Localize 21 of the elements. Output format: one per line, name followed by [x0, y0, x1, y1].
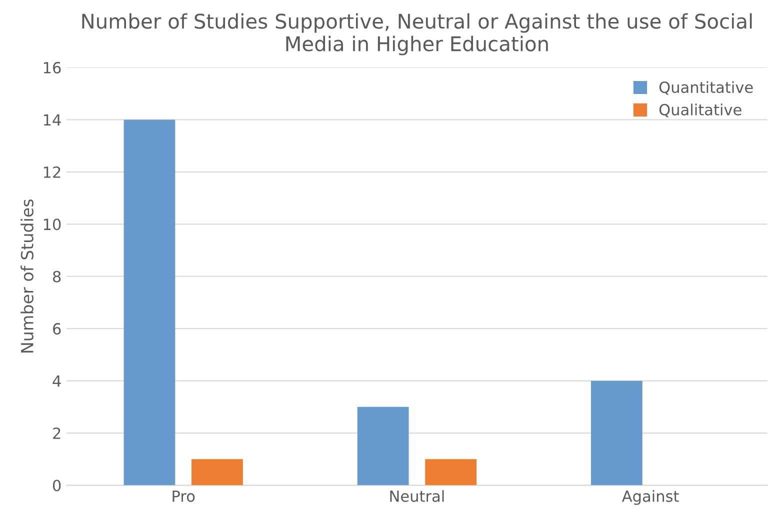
- x-tick-label: Neutral: [390, 490, 444, 502]
- y-tick-label: 8: [53, 270, 61, 282]
- x-tick-label: Against: [622, 490, 679, 505]
- y-tick-label: 2: [53, 428, 60, 439]
- chart-title: Number of Studies Supportive, Neutral or Against the use of Social Media in Higher Education: [82, 13, 752, 56]
- y-tick-label: 6: [53, 323, 61, 335]
- y-tick-label: 14: [44, 114, 61, 126]
- y-tick-label: 0: [52, 480, 61, 492]
- y-tick-label: 10: [44, 218, 61, 230]
- y-tick-label: 12: [44, 166, 60, 178]
- bar: [124, 120, 176, 486]
- bar: [192, 459, 243, 486]
- legend-label: Qualitative: [659, 104, 742, 118]
- legend-label: Quantitative: [659, 81, 753, 95]
- bar: [425, 459, 477, 486]
- bar: [590, 380, 642, 486]
- y-tick-label: 16: [44, 62, 61, 74]
- y-tick-label: 4: [52, 375, 61, 387]
- x-tick-label: Pro: [172, 490, 195, 502]
- bar: [357, 406, 409, 486]
- y-axis-title: Number of Studies: [20, 199, 34, 352]
